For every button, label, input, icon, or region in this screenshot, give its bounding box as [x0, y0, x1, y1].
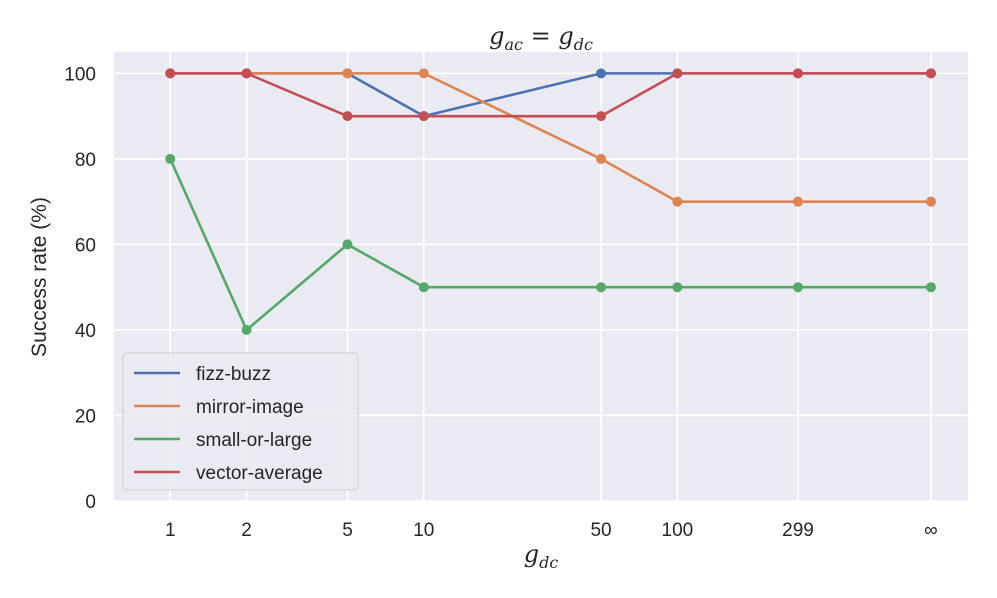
data-point-vector-average [241, 68, 252, 79]
data-point-mirror-image [672, 196, 683, 207]
data-point-vector-average [418, 111, 429, 122]
title-base-2: g [558, 22, 573, 50]
series-line-vector-average [170, 72, 931, 118]
legend-box [122, 352, 359, 491]
legend-label-vector-average: vector-average [196, 463, 323, 484]
data-point-mirror-image [925, 196, 936, 207]
data-point-small-or-large [596, 282, 607, 293]
y-tick-label: 60 [75, 235, 96, 256]
data-point-vector-average [672, 68, 683, 79]
series-small-or-large [165, 153, 936, 335]
y-tick-label: 20 [75, 406, 96, 427]
xlabel-sub: dc [539, 553, 558, 572]
legend-label-mirror-image: mirror-image [196, 397, 304, 418]
data-point-small-or-large [241, 324, 252, 335]
title-equals: = [523, 22, 558, 50]
data-point-vector-average [596, 111, 607, 122]
x-tick-label: 2 [241, 520, 252, 541]
data-point-vector-average [342, 111, 353, 122]
data-point-vector-average [165, 68, 176, 79]
legend-label-small-or-large: small-or-large [196, 430, 312, 451]
legend: fizz-buzz mirror-image small-or-large vecto… [122, 352, 359, 491]
x-tick-label: 5 [342, 520, 353, 541]
data-point-mirror-image [792, 196, 803, 207]
series-line-small-or-large [169, 158, 931, 332]
legend-label-fizz-buzz: fizz-buzz [196, 364, 271, 385]
data-point-small-or-large [165, 153, 176, 164]
title-sub-ac: ac [504, 35, 523, 54]
series-group [165, 68, 936, 335]
x-tick-label: 1 [165, 520, 176, 541]
data-point-small-or-large [418, 282, 429, 293]
y-axis-ticks: 0 20 40 60 80 100 [64, 64, 96, 513]
data-point-vector-average [925, 68, 936, 79]
x-tick-label: 50 [590, 520, 611, 541]
data-point-mirror-image [342, 68, 353, 79]
data-point-mirror-image [418, 68, 429, 79]
x-tick-label: 10 [413, 520, 434, 541]
series-vector-average [165, 68, 936, 122]
x-tick-label: 299 [782, 520, 814, 541]
y-axis-title: Success rate (%) [28, 197, 51, 357]
title-sub-dc: dc [574, 35, 593, 54]
chart-title: gac = gdc [489, 22, 593, 54]
data-point-small-or-large [925, 282, 936, 293]
title-base: g [489, 22, 504, 50]
data-point-fizz-buzz [596, 68, 607, 79]
data-point-small-or-large [342, 239, 353, 250]
xlabel-base: g [524, 540, 539, 568]
data-point-small-or-large [792, 282, 803, 293]
x-axis-title: gdc [524, 540, 559, 572]
data-point-vector-average [792, 68, 803, 79]
y-tick-label: 40 [75, 321, 96, 342]
data-point-small-or-large [672, 282, 683, 293]
y-tick-label: 100 [64, 64, 96, 85]
y-tick-label: 80 [75, 150, 96, 171]
x-tick-label: 100 [662, 520, 694, 541]
x-tick-label: ∞ [924, 520, 938, 541]
data-point-mirror-image [596, 153, 607, 164]
x-axis-ticks: 1 2 5 10 50 100 299 ∞ [165, 520, 938, 541]
y-tick-label: 0 [85, 492, 96, 513]
grid [114, 52, 968, 502]
